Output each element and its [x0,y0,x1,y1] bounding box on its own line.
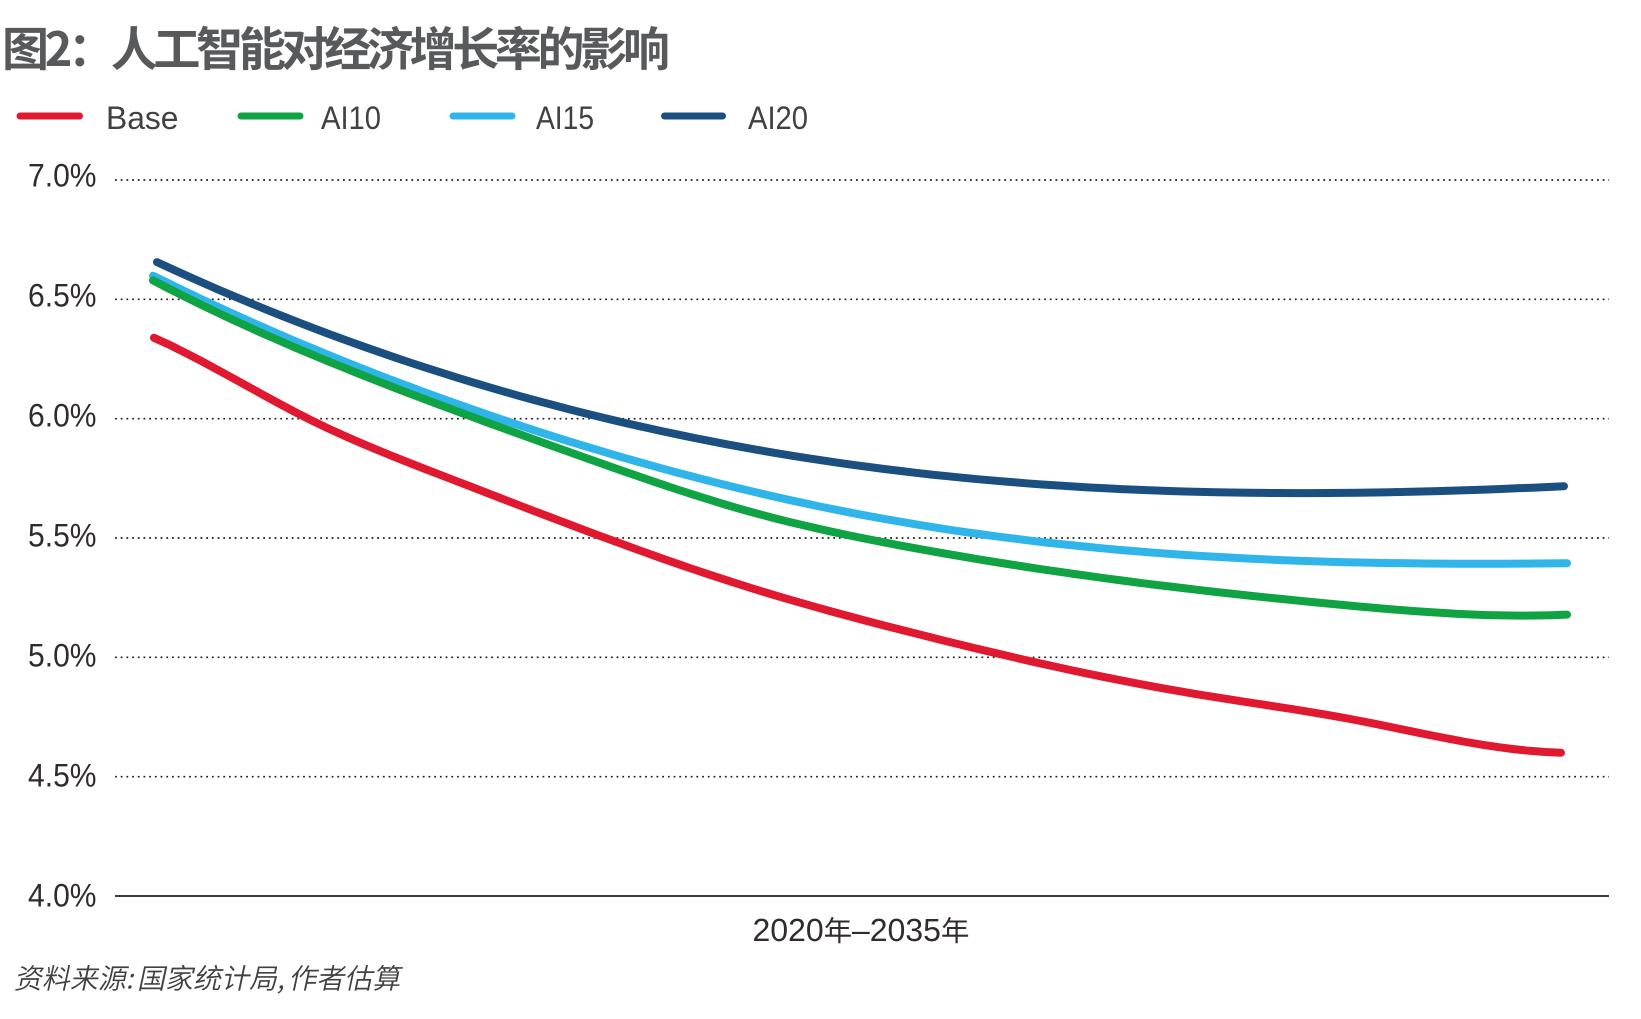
svg-text:7.0%: 7.0% [28,157,97,193]
svg-text:AI20: AI20 [748,100,808,136]
svg-text:4.0%: 4.0% [28,877,97,913]
svg-text:Base: Base [106,100,179,136]
svg-text:4.5%: 4.5% [28,757,97,793]
svg-text:6.5%: 6.5% [28,277,97,313]
svg-text:5.5%: 5.5% [28,517,97,553]
svg-text:AI15: AI15 [536,100,594,136]
svg-text:AI10: AI10 [321,100,381,136]
svg-text:5.0%: 5.0% [28,637,97,673]
svg-text:6.0%: 6.0% [28,397,97,433]
